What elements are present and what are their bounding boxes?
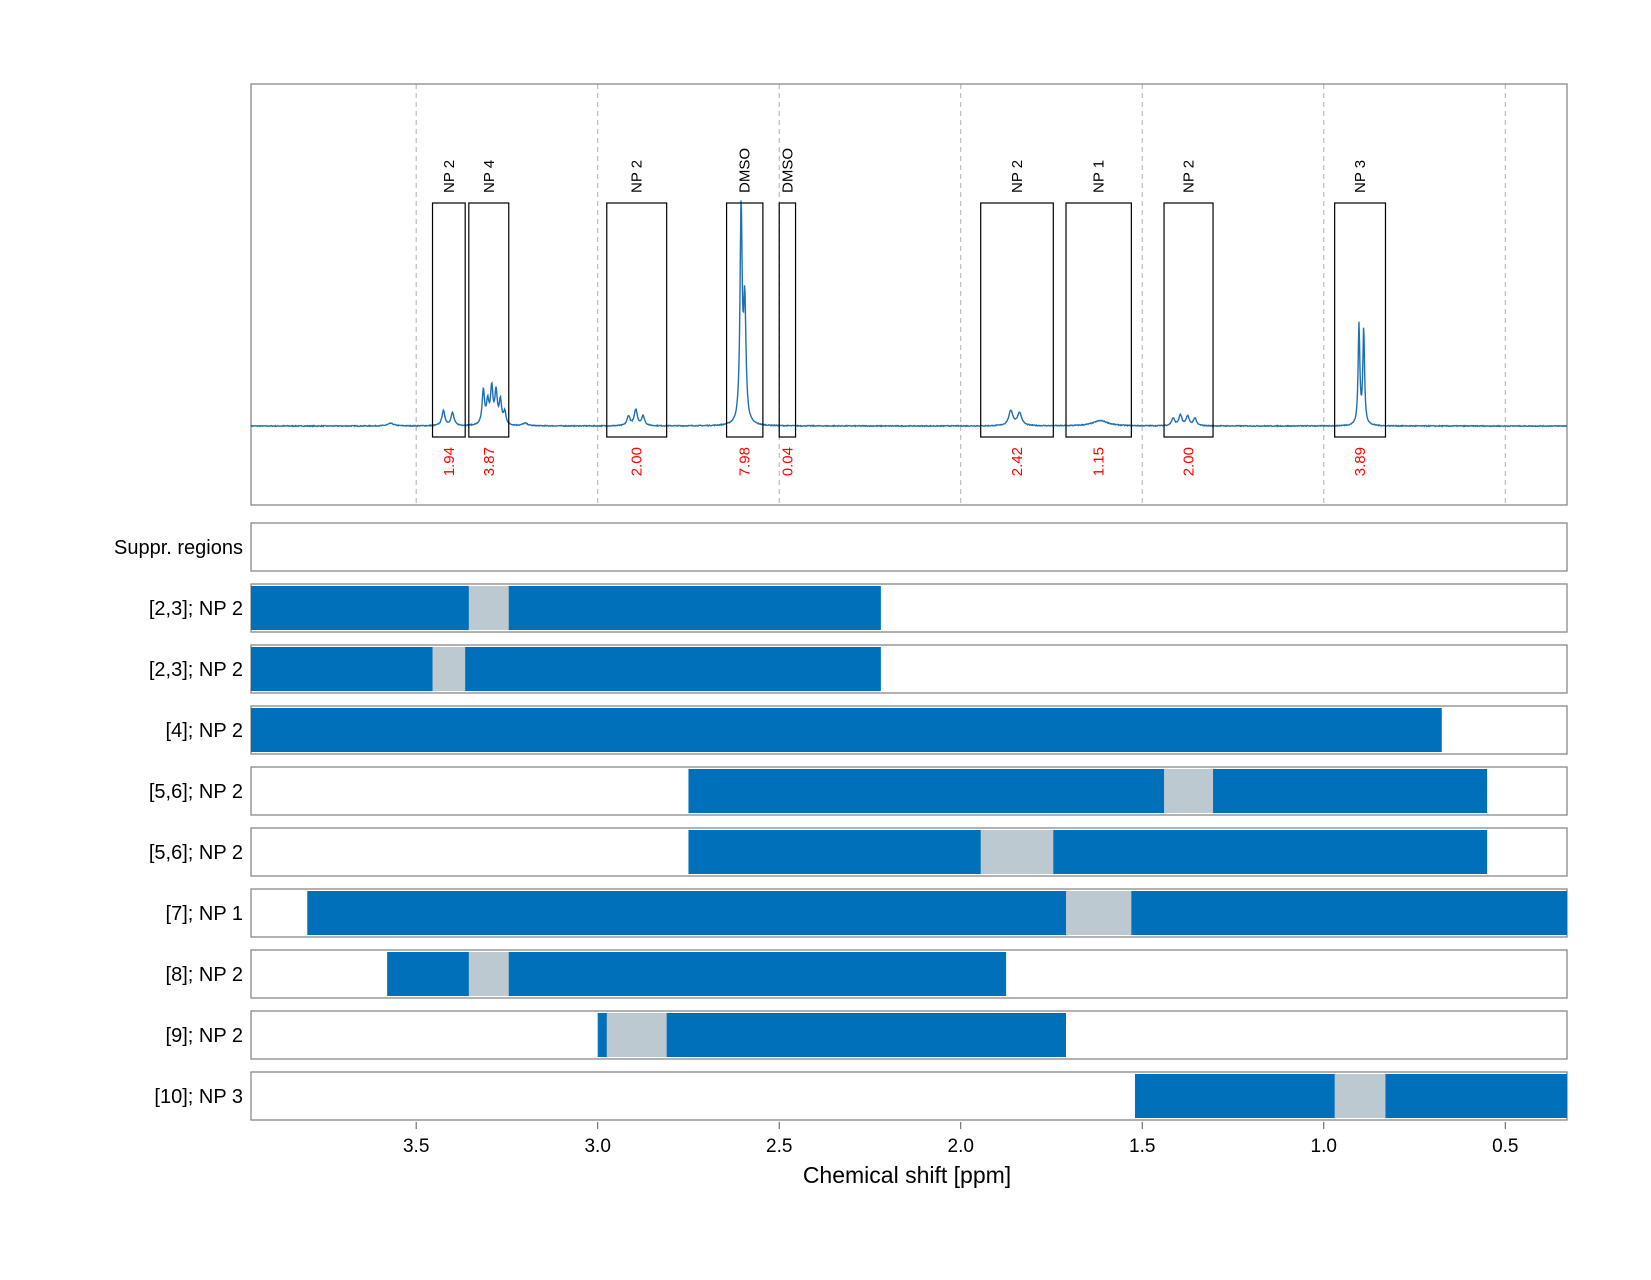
region-layer: NP 2 1.94 NP 4 3.87 NP 2 2.00 DMSO 7.98 DMSO 0.04…: [431, 148, 1387, 476]
spectrum-trace: [250, 200, 1568, 428]
x-axis: 3.5 3.0 2.5 2.0 1.5 1.0 0.5: [403, 1122, 1518, 1157]
region-label-7: NP 2: [1181, 160, 1198, 193]
region-integral-8: 3.89: [1352, 447, 1369, 476]
region-label-2: NP 2: [629, 160, 646, 193]
region-label-3: DMSO: [737, 148, 754, 193]
region-integral-1: 3.87: [481, 447, 498, 476]
region-label-0: NP 2: [441, 160, 458, 193]
bar-gray-segment: [468, 952, 509, 996]
bar-gray-segment: [1334, 1074, 1386, 1118]
region-box-8: [1334, 202, 1387, 438]
spectrum-panel-frame: [250, 83, 1568, 506]
region-integral-3: 7.98: [737, 447, 754, 476]
bar-row-label: [2,3]; NP 2: [149, 598, 243, 620]
bar-row-2: [2,3]; NP 2: [149, 644, 1568, 694]
region-box-6: [1065, 202, 1132, 438]
region-label-5: NP 2: [1009, 160, 1026, 193]
region-box-4: [778, 202, 797, 438]
bar-row-label: Suppr. regions: [114, 537, 243, 559]
bar-gray-segment: [980, 830, 1054, 874]
region-box-1: [468, 202, 510, 438]
bar-row-label: [10]; NP 3: [154, 1086, 243, 1108]
region-label-4: DMSO: [779, 148, 796, 193]
bar-blue-segment: [307, 891, 1567, 935]
bar-row-label: [7]; NP 1: [166, 903, 243, 925]
region-integral-5: 2.42: [1009, 447, 1026, 476]
bar-gray-segment: [1066, 891, 1132, 935]
bar-row-0: Suppr. regions: [114, 522, 1568, 572]
bar-row-1: [2,3]; NP 2: [149, 583, 1568, 633]
bar-blue-segment: [597, 1013, 1067, 1057]
bar-row-5: [5,6]; NP 2: [149, 827, 1568, 877]
region-box-5: [980, 202, 1054, 438]
bar-blue-segment: [688, 769, 1488, 813]
bar-blue-segment: [251, 586, 881, 630]
bar-gray-segment: [1164, 769, 1214, 813]
bar-gray-segment: [468, 586, 509, 630]
bar-row-8: [9]; NP 2: [166, 1010, 1568, 1060]
bar-row-4: [5,6]; NP 2: [149, 766, 1568, 816]
x-axis-label: Chemical shift [ppm]: [803, 1162, 1011, 1188]
region-integral-6: 1.15: [1091, 447, 1108, 476]
region-integral-0: 1.94: [441, 447, 458, 476]
region-box-2: [606, 202, 668, 438]
region-label-8: NP 3: [1352, 160, 1369, 193]
region-integral-2: 2.00: [629, 447, 646, 476]
region-box-0: [431, 202, 466, 438]
bar-row-9: [10]; NP 3: [154, 1071, 1568, 1121]
bar-row-label: [9]; NP 2: [166, 1025, 243, 1047]
rows-layer: Suppr. regions [2,3]; NP 2 [2,3]; NP 2 [4];…: [114, 522, 1568, 1121]
bar-row-label: [5,6]; NP 2: [149, 842, 243, 864]
region-integral-7: 2.00: [1181, 447, 1198, 476]
bar-row-label: [2,3]; NP 2: [149, 659, 243, 681]
grid-layer: [415, 84, 1506, 505]
bar-row-7: [8]; NP 2: [166, 949, 1568, 999]
bar-gray-segment: [432, 647, 466, 691]
bar-blue-segment: [688, 830, 1488, 874]
bar-blue-segment: [251, 708, 1442, 752]
x-tick-label-3: 2.0: [948, 1136, 974, 1157]
region-integral-4: 0.04: [779, 447, 796, 476]
region-label-6: NP 1: [1091, 160, 1108, 193]
x-tick-label-6: 0.5: [1492, 1136, 1518, 1157]
x-tick-label-5: 1.0: [1311, 1136, 1337, 1157]
bar-row-frame: [250, 522, 1568, 572]
bar-row-label: [5,6]; NP 2: [149, 781, 243, 803]
x-tick-label-4: 1.5: [1129, 1136, 1155, 1157]
bar-row-6: [7]; NP 1: [166, 888, 1568, 938]
spectrum-layer: [250, 83, 1568, 506]
bar-row-3: [4]; NP 2: [166, 705, 1568, 755]
region-label-1: NP 4: [481, 160, 498, 193]
bar-row-label: [4]; NP 2: [166, 720, 243, 742]
region-box-3: [725, 202, 764, 438]
region-box-7: [1163, 202, 1214, 438]
x-tick-label-1: 3.0: [584, 1136, 610, 1157]
bar-blue-segment: [251, 647, 881, 691]
bar-row-label: [8]; NP 2: [166, 964, 243, 986]
x-tick-label-0: 3.5: [403, 1136, 429, 1157]
x-tick-label-2: 2.5: [766, 1136, 792, 1157]
bar-gray-segment: [606, 1013, 667, 1057]
